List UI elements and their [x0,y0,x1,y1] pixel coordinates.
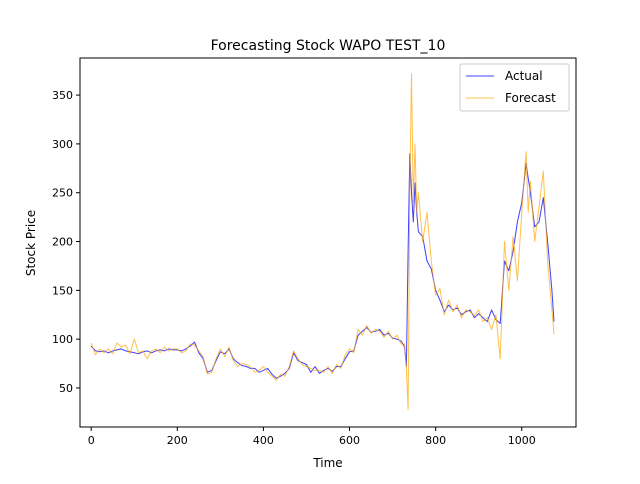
y-axis-ticks: 50 100 150 200 250 300 350 [52,89,80,395]
plot-frame [79,57,577,428]
legend-actual-label: Actual [505,69,543,83]
y-tick-label: 100 [52,333,73,346]
y-tick-label: 150 [52,284,73,297]
x-axis-label: Time [312,456,342,470]
x-tick-label: 1000 [508,434,536,447]
y-tick-label: 50 [59,382,73,395]
x-axis-ticks: 0 200 400 600 800 1000 [88,427,536,447]
y-tick-label: 350 [52,89,73,102]
y-tick-label: 200 [52,236,73,249]
y-tick-label: 250 [52,187,73,200]
x-tick-label: 0 [88,434,95,447]
series-line-forecast [90,73,555,410]
x-tick-label: 600 [339,434,360,447]
plot-lines [90,73,555,410]
x-tick-label: 800 [425,434,446,447]
legend-forecast-label: Forecast [505,91,556,105]
x-tick-label: 200 [167,434,188,447]
legend: Actual Forecast [459,63,570,112]
chart-title: Forecasting Stock WAPO TEST_10 [211,38,446,54]
y-axis-label: Stock Price [24,210,38,276]
series-line-actual [90,153,555,379]
y-tick-label: 300 [52,138,73,151]
x-tick-label: 400 [253,434,274,447]
